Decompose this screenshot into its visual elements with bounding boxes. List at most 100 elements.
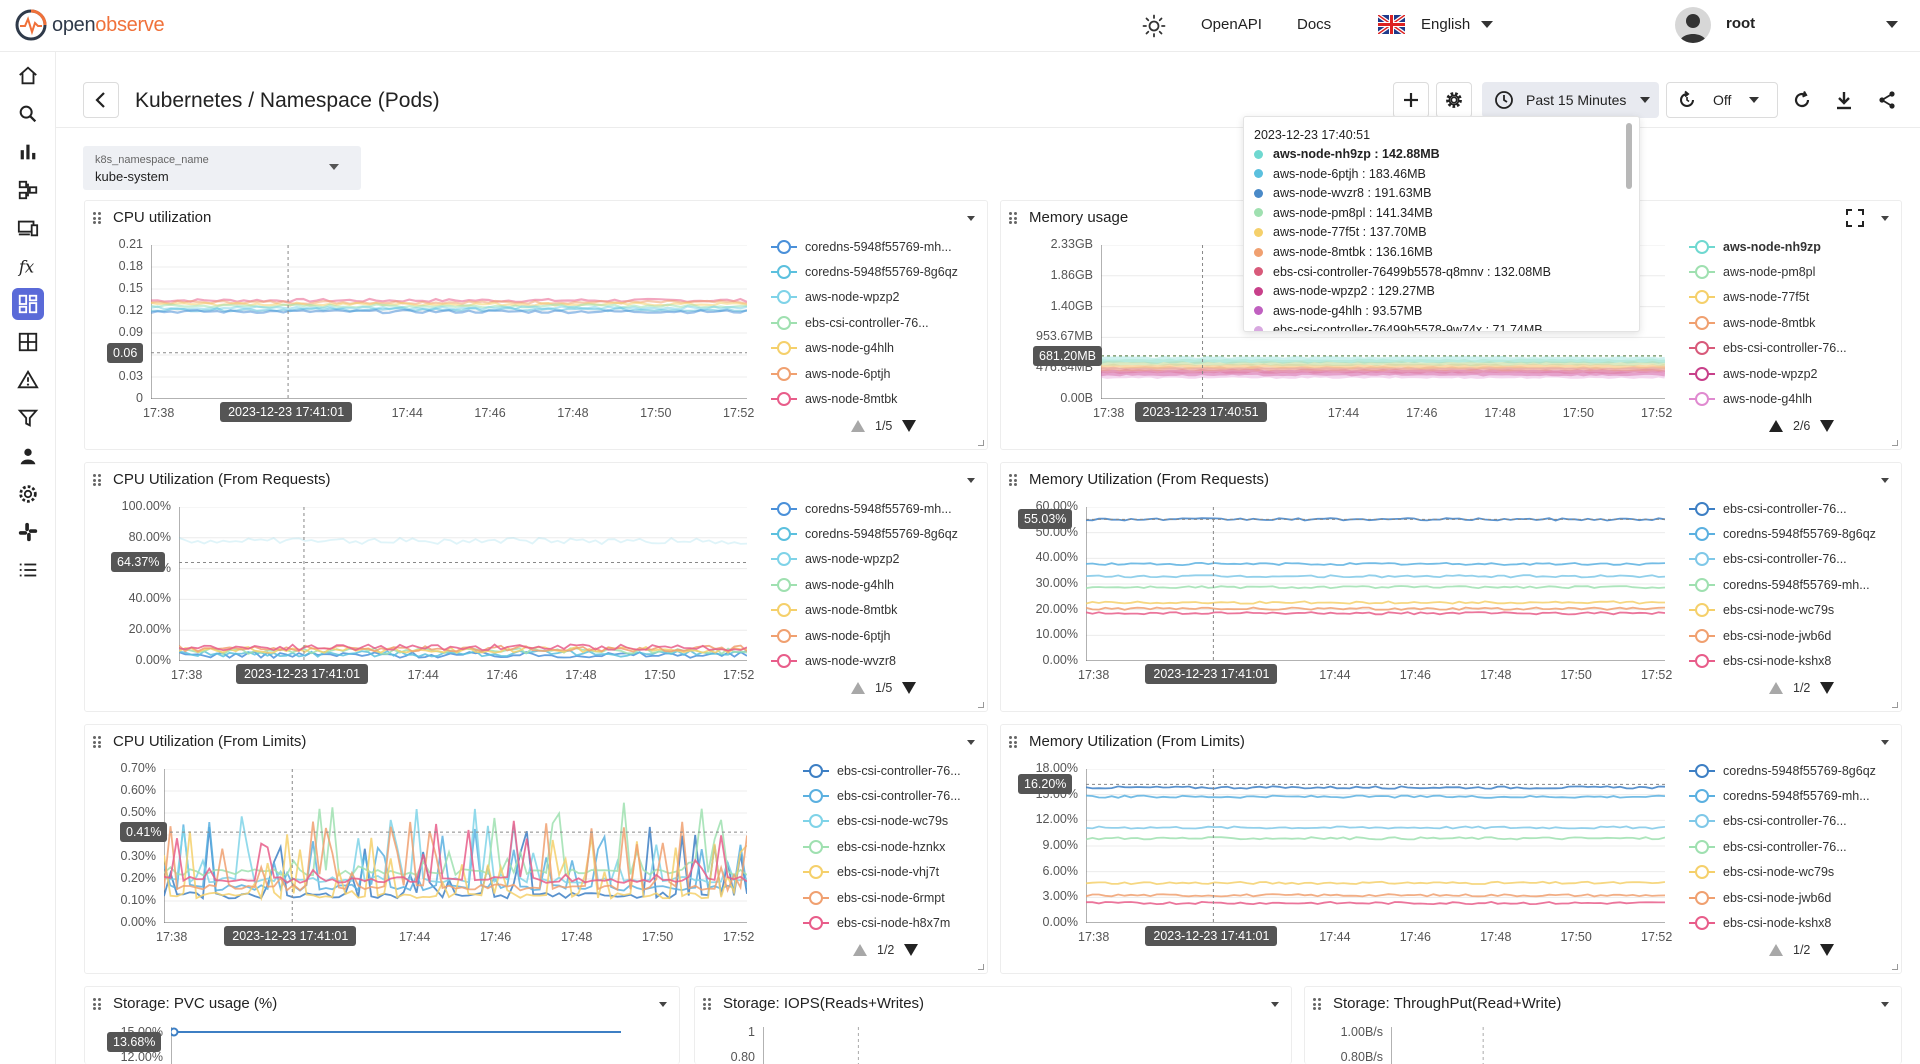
legend-item[interactable]: aws-node-wpzp2 xyxy=(1689,361,1847,386)
legend-item[interactable]: aws-node-g4hlh xyxy=(1689,386,1847,411)
share-button[interactable] xyxy=(1869,82,1905,118)
drag-handle-icon[interactable] xyxy=(1313,998,1323,1010)
user-name[interactable]: root xyxy=(1726,15,1756,32)
slack-icon[interactable] xyxy=(12,516,44,548)
legend-item[interactable]: aws-node-6ptjh xyxy=(771,361,958,386)
legend-item[interactable]: aws-node-wpzp2 xyxy=(771,285,958,310)
legend-item[interactable]: ebs-csi-controller-76... xyxy=(803,783,961,808)
auto-refresh-select[interactable]: Off xyxy=(1666,82,1778,118)
chart-plot-area[interactable] xyxy=(763,1027,1253,1064)
panel-menu-chevron-down-icon[interactable] xyxy=(967,216,975,221)
user-icon[interactable] xyxy=(12,440,44,472)
legend-item[interactable]: ebs-csi-controller-76... xyxy=(803,758,961,783)
legend-item[interactable]: ebs-csi-controller-76... xyxy=(1689,809,1876,834)
legend-item[interactable]: aws-node-wvzr8 xyxy=(771,648,958,673)
openobserve-logo[interactable]: openobserve xyxy=(14,8,165,42)
legend-prev-page-icon[interactable] xyxy=(1769,944,1783,956)
search-icon[interactable] xyxy=(12,98,44,130)
legend-item[interactable]: ebs-csi-controller-76... xyxy=(1689,496,1876,521)
legend-item[interactable]: aws-node-wpzp2 xyxy=(771,547,958,572)
legend-next-page-icon[interactable] xyxy=(902,420,917,432)
legend-item[interactable]: aws-node-pm8pl xyxy=(1689,259,1847,284)
legend-prev-page-icon[interactable] xyxy=(851,420,865,432)
legend-item[interactable]: aws-node-8mtbk xyxy=(771,598,958,623)
docs-link[interactable]: Docs xyxy=(1297,16,1332,33)
chart-plot-area[interactable] xyxy=(151,245,747,399)
legend-item[interactable]: ebs-csi-node-jwb6d xyxy=(1689,885,1876,910)
legend-item[interactable]: aws-node-8mtbk xyxy=(771,386,958,411)
legend-next-page-icon[interactable] xyxy=(904,944,919,956)
legend-item[interactable]: coredns-5948f55769-mh... xyxy=(1689,783,1876,808)
legend-item[interactable]: coredns-5948f55769-8g6qz xyxy=(771,259,958,284)
panel-menu-chevron-down-icon[interactable] xyxy=(1881,1002,1889,1007)
resize-handle[interactable] xyxy=(1892,964,1898,970)
back-button[interactable] xyxy=(83,82,119,118)
openapi-link[interactable]: OpenAPI xyxy=(1201,16,1262,33)
panel-menu-chevron-down-icon[interactable] xyxy=(659,1002,667,1007)
drag-handle-icon[interactable] xyxy=(93,998,103,1010)
panel-menu-chevron-down-icon[interactable] xyxy=(1271,1002,1279,1007)
alert-icon[interactable] xyxy=(12,364,44,396)
legend-item[interactable]: ebs-csi-node-vhj7t xyxy=(803,860,961,885)
legend-item[interactable]: ebs-csi-controller-76... xyxy=(1689,336,1847,361)
chart-plot-area[interactable] xyxy=(1391,1027,1863,1064)
refresh-button[interactable] xyxy=(1784,82,1820,118)
drag-handle-icon[interactable] xyxy=(703,998,713,1010)
legend-item[interactable]: ebs-csi-node-hznkx xyxy=(803,834,961,859)
chart-plot-area[interactable] xyxy=(1086,769,1665,923)
drag-handle-icon[interactable] xyxy=(1009,736,1019,748)
legend-item[interactable]: ebs-csi-node-wc79s xyxy=(803,809,961,834)
legend-next-page-icon[interactable] xyxy=(1820,682,1835,694)
time-range-picker[interactable]: Past 15 Minutes xyxy=(1482,82,1659,118)
devices-icon[interactable] xyxy=(12,212,44,244)
legend-next-page-icon[interactable] xyxy=(1820,944,1835,956)
legend-item[interactable]: ebs-csi-node-kshx8 xyxy=(1689,910,1876,935)
resize-handle[interactable] xyxy=(1892,440,1898,446)
legend-item[interactable]: coredns-5948f55769-mh... xyxy=(771,496,958,521)
legend-item[interactable]: aws-node-8mtbk xyxy=(1689,310,1847,335)
legend-item[interactable]: coredns-5948f55769-8g6qz xyxy=(771,521,958,546)
resize-handle[interactable] xyxy=(1892,702,1898,708)
settings-icon[interactable] xyxy=(12,478,44,510)
pipeline-icon[interactable] xyxy=(12,174,44,206)
chart-plot-area[interactable] xyxy=(1101,245,1665,399)
home-icon[interactable] xyxy=(12,60,44,92)
user-menu-chevron-down-icon[interactable] xyxy=(1886,21,1898,28)
legend-prev-page-icon[interactable] xyxy=(851,682,865,694)
legend-item[interactable]: ebs-csi-node-wc79s xyxy=(1689,598,1876,623)
user-avatar[interactable] xyxy=(1675,7,1711,43)
legend-item[interactable]: ebs-csi-controller-76... xyxy=(771,310,958,335)
legend-item[interactable]: ebs-csi-node-6rmpt xyxy=(803,885,961,910)
download-button[interactable] xyxy=(1826,82,1862,118)
resize-handle[interactable] xyxy=(978,440,984,446)
add-panel-button[interactable] xyxy=(1393,82,1429,118)
resize-handle[interactable] xyxy=(978,964,984,970)
legend-prev-page-icon[interactable] xyxy=(1769,682,1783,694)
legend-item[interactable]: ebs-csi-node-jwb6d xyxy=(1689,623,1876,648)
bar-chart-icon[interactable] xyxy=(12,136,44,168)
grid-icon[interactable] xyxy=(12,326,44,358)
legend-item[interactable]: aws-node-g4hlh xyxy=(771,572,958,597)
legend-item[interactable]: coredns-5948f55769-mh... xyxy=(771,234,958,259)
dashboard-settings-button[interactable] xyxy=(1436,82,1472,118)
filter-icon[interactable] xyxy=(12,402,44,434)
dashboards-icon[interactable] xyxy=(12,288,44,320)
legend-item[interactable]: coredns-5948f55769-8g6qz xyxy=(1689,758,1876,783)
chart-plot-area[interactable] xyxy=(1086,507,1665,661)
list-icon[interactable] xyxy=(12,554,44,586)
panel-menu-chevron-down-icon[interactable] xyxy=(1881,216,1889,221)
legend-item[interactable]: coredns-5948f55769-mh... xyxy=(1689,572,1876,597)
chart-plot-area[interactable] xyxy=(164,769,747,923)
drag-handle-icon[interactable] xyxy=(93,212,103,224)
panel-menu-chevron-down-icon[interactable] xyxy=(1881,740,1889,745)
chart-plot-area[interactable] xyxy=(171,1027,641,1064)
theme-toggle-sun-icon[interactable] xyxy=(1142,14,1166,38)
function-icon[interactable]: fx xyxy=(12,250,44,282)
language-select[interactable]: English xyxy=(1421,16,1471,33)
drag-handle-icon[interactable] xyxy=(93,736,103,748)
resize-handle[interactable] xyxy=(978,702,984,708)
chart-plot-area[interactable] xyxy=(179,507,747,661)
drag-handle-icon[interactable] xyxy=(93,474,103,486)
legend-next-page-icon[interactable] xyxy=(902,682,917,694)
variable-chevron-down-icon[interactable] xyxy=(329,164,339,170)
